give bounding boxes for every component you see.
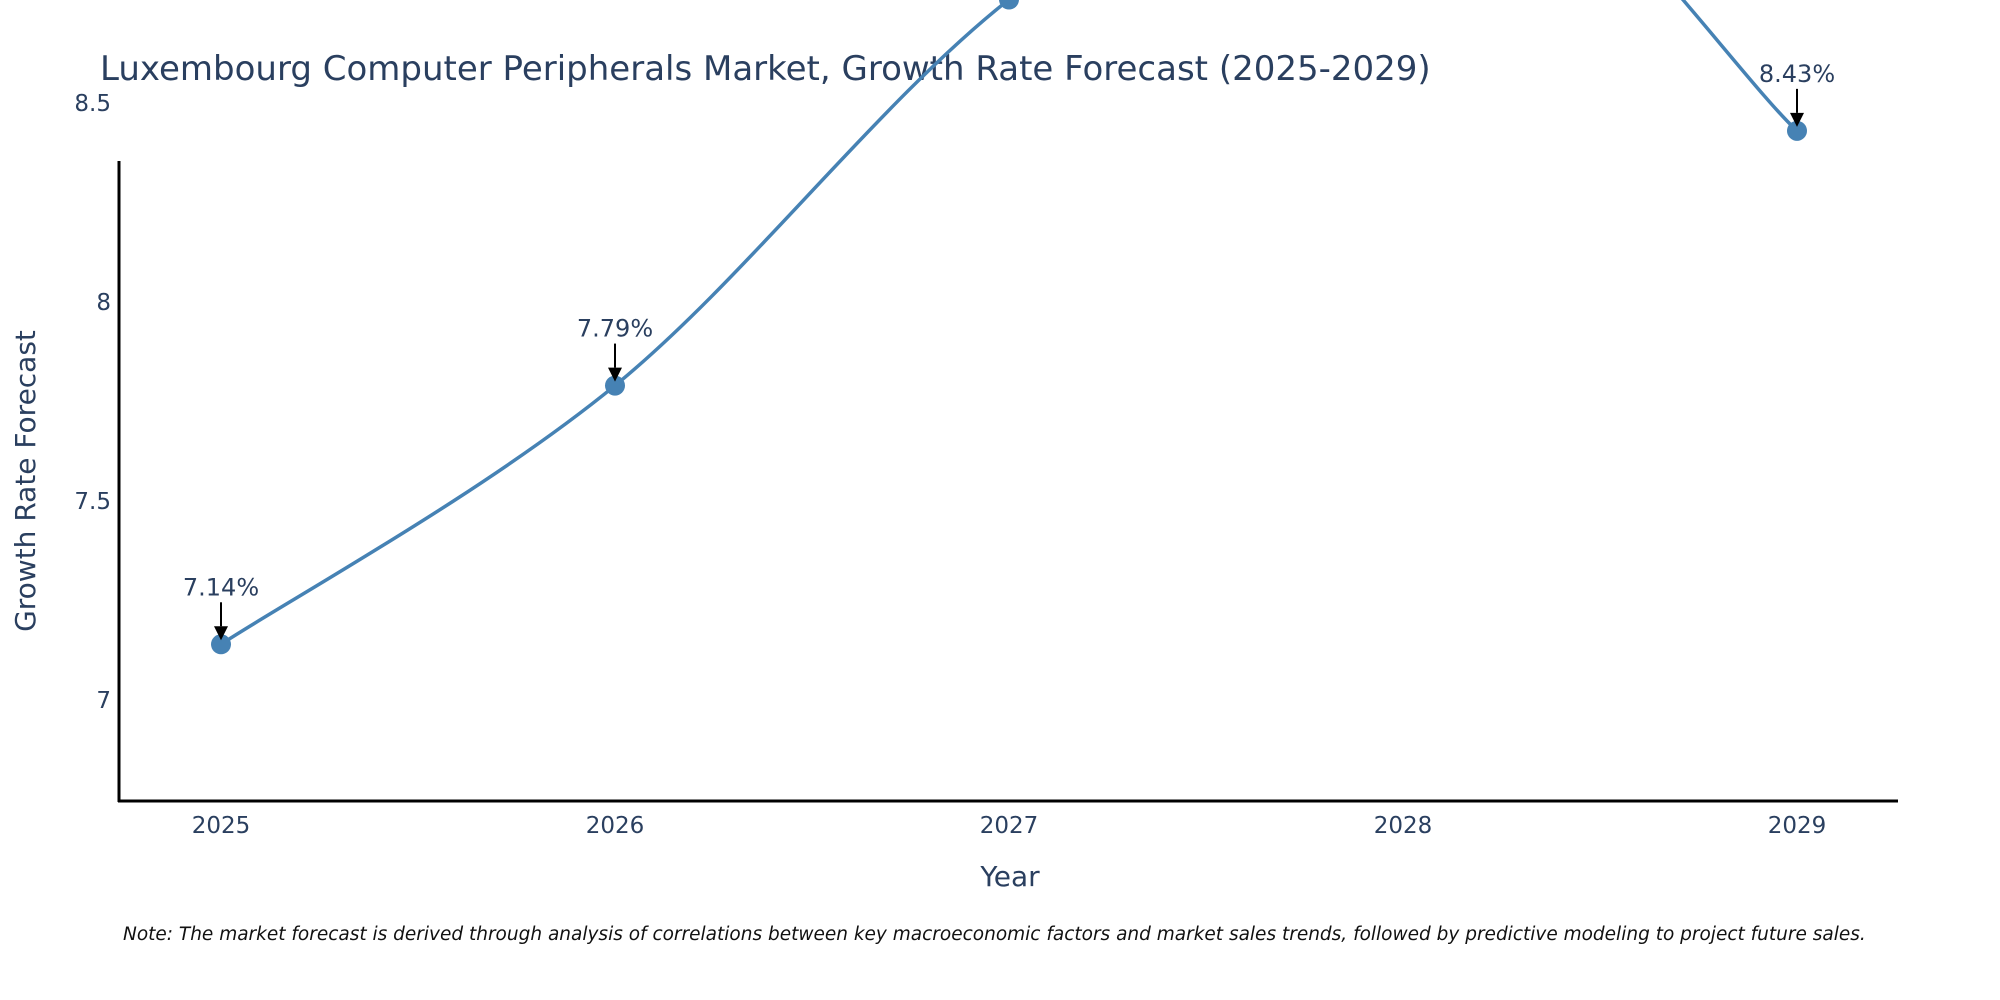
chart-title: Luxembourg Computer Peripherals Market, …: [100, 49, 1431, 89]
x-axis-title: Year: [979, 860, 1040, 893]
x-tick-label: 2025: [192, 813, 251, 839]
data-label: 7.14%: [183, 573, 259, 601]
series-line: [220, 0, 1799, 646]
y-tick-label: 7: [96, 688, 111, 714]
x-tick-label: 2029: [1768, 813, 1827, 839]
data-point: [1787, 120, 1807, 141]
annotation: 7.79%: [577, 315, 653, 382]
data-point: [999, 0, 1019, 10]
data-annotations: 7.14%7.79%8.76%9.35%8.43%: [183, 60, 1835, 641]
annotation-arrow-head: [1790, 112, 1804, 127]
y-tick-label: 8.5: [74, 91, 111, 117]
data-label: 7.79%: [577, 315, 653, 343]
y-axis-title: Growth Rate Forecast: [9, 330, 42, 632]
x-tick-label: 2027: [980, 813, 1039, 839]
annotation: 8.43%: [1759, 60, 1835, 127]
footnote: Note: The market forecast is derived thr…: [123, 924, 1866, 945]
data-point: [605, 375, 625, 396]
y-axis-ticks: 77.588.599.5: [74, 91, 111, 714]
y-tick-label: 7.5: [74, 489, 111, 515]
x-tick-label: 2026: [586, 813, 645, 839]
annotation-arrow-head: [608, 367, 622, 382]
axes: [117, 161, 1898, 803]
series-markers: [211, 0, 1807, 655]
annotation: 7.14%: [183, 573, 259, 641]
data-point: [211, 634, 231, 655]
x-tick-label: 2028: [1374, 813, 1433, 839]
annotation-arrow-head: [214, 626, 228, 641]
x-axis-ticks: 2025 2026 2027 2028 2029: [192, 813, 1827, 839]
data-label: 8.43%: [1759, 60, 1835, 88]
y-tick-label: 8: [96, 290, 111, 316]
